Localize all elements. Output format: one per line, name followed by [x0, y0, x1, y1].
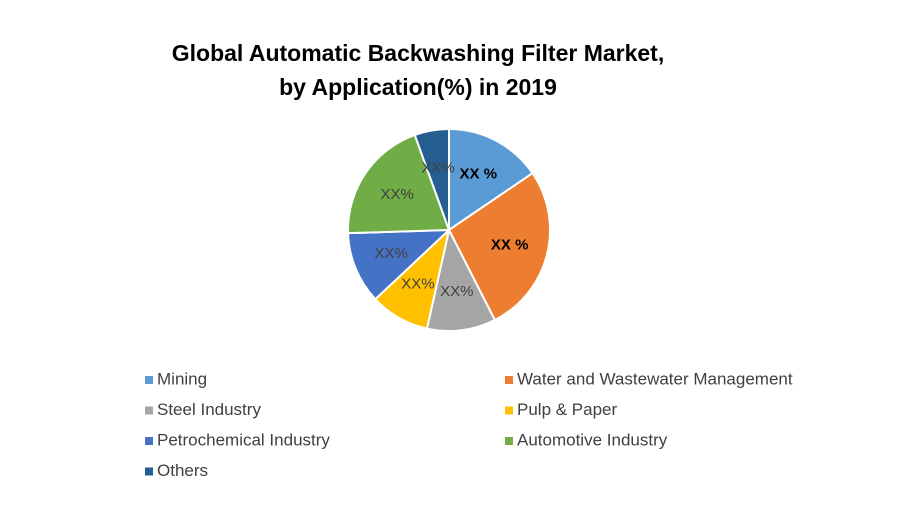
legend-label: Pulp & Paper	[517, 400, 618, 419]
legend-swatch	[505, 376, 513, 384]
chart-title: Global Automatic Backwashing Filter Mark…	[172, 40, 664, 66]
pie-slice	[413, 127, 450, 231]
legend-label: Water and Wastewater Management	[517, 369, 793, 388]
legend-label: Steel Industry	[157, 400, 261, 419]
legend-label: Mining	[157, 369, 207, 388]
data-label: XX%	[374, 245, 407, 262]
pie-slice	[347, 133, 451, 235]
legend-label: Others	[157, 461, 208, 480]
pie-slice	[447, 171, 551, 322]
chart-title: by Application(%) in 2019	[279, 74, 557, 100]
legend-label: Automotive Industry	[517, 430, 668, 449]
legend-label: Petrochemical Industry	[157, 430, 330, 449]
data-label: XX%	[401, 275, 434, 292]
data-label: XX%	[440, 283, 473, 300]
data-label: XX%	[381, 186, 414, 203]
pie-slice	[448, 127, 534, 232]
legend-swatch	[505, 406, 513, 415]
legend-swatch	[505, 437, 513, 445]
legend-swatch	[145, 437, 153, 445]
legend-swatch	[145, 467, 153, 476]
data-label: XX %	[491, 237, 529, 254]
data-label: XX %	[460, 166, 498, 183]
data-label: XX%	[422, 159, 455, 176]
pie-slice	[347, 228, 452, 301]
legend-swatch	[145, 376, 153, 384]
legend-swatch	[145, 406, 153, 415]
